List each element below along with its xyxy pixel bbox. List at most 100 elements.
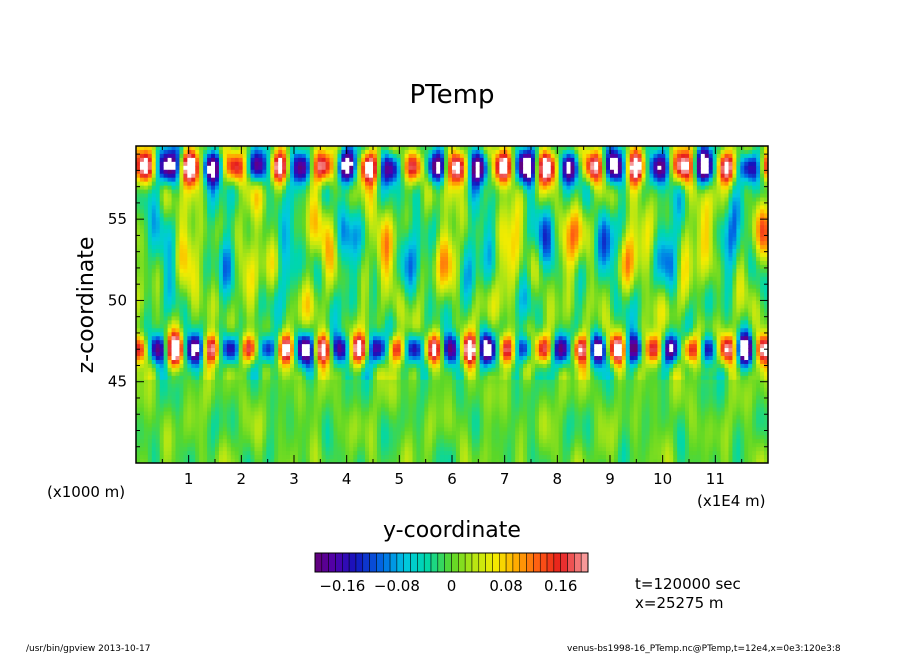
heatmap-cell	[278, 427, 283, 432]
heatmap-cell	[341, 264, 346, 270]
heatmap-cell	[329, 276, 335, 282]
heatmap-cell	[305, 205, 311, 210]
heatmap-cell	[341, 455, 346, 460]
heatmap-cell	[163, 379, 169, 385]
heatmap-cell	[136, 423, 141, 428]
heatmap-cell	[274, 328, 279, 333]
heatmap-cell	[317, 308, 323, 314]
heatmap-cell	[365, 284, 370, 290]
heatmap-cell	[234, 205, 240, 210]
heatmap-cell	[183, 181, 188, 187]
heatmap-cell	[329, 340, 335, 345]
heatmap-cell	[373, 459, 378, 463]
heatmap-cell	[171, 328, 177, 333]
heatmap-cell	[329, 320, 335, 325]
heatmap-cell	[191, 173, 196, 179]
heatmap-cell	[179, 459, 184, 463]
heatmap-cell	[274, 173, 279, 179]
heatmap-cell	[183, 177, 188, 183]
heatmap-cell	[230, 225, 236, 230]
heatmap-cell	[341, 252, 346, 258]
heatmap-cell	[309, 165, 315, 171]
heatmap-cell	[380, 153, 386, 159]
heatmap-cell	[163, 367, 169, 373]
heatmap-cell	[254, 363, 260, 369]
heatmap-cell	[230, 383, 236, 389]
heatmap-cell	[230, 252, 236, 258]
heatmap-cell	[207, 213, 212, 218]
heatmap-cell	[309, 399, 315, 405]
heatmap-cell	[226, 233, 232, 238]
heatmap-cell	[297, 181, 303, 187]
heatmap-cell	[345, 153, 350, 159]
heatmap-cell	[147, 395, 153, 401]
heatmap-cell	[238, 411, 244, 417]
heatmap-cell	[365, 272, 370, 278]
heatmap-cell	[325, 324, 331, 329]
heatmap-cell	[305, 264, 311, 270]
heatmap-cell	[175, 375, 181, 381]
heatmap-cell	[337, 431, 342, 436]
heatmap-cell	[301, 387, 307, 393]
heatmap-cell	[155, 252, 161, 258]
heatmap-cell	[167, 407, 173, 413]
heatmap-cell	[369, 316, 374, 321]
heatmap-cell	[183, 245, 188, 250]
heatmap-cell	[222, 427, 228, 432]
heatmap-cell	[286, 304, 291, 310]
heatmap-cell	[286, 213, 291, 218]
heatmap-cell	[218, 391, 224, 397]
heatmap-cell	[230, 245, 236, 250]
heatmap-cell	[357, 272, 362, 278]
heatmap-cell	[278, 260, 283, 266]
heatmap-cell	[203, 217, 208, 222]
heatmap-cell	[301, 308, 307, 314]
heatmap-cell	[139, 252, 145, 258]
heatmap-cell	[349, 161, 354, 167]
heatmap-cell	[183, 332, 188, 337]
heatmap-cell	[215, 336, 220, 341]
heatmap-cell	[136, 173, 141, 179]
heatmap-cell	[329, 165, 335, 171]
heatmap-cell	[369, 146, 374, 151]
heatmap-cell	[270, 146, 275, 151]
heatmap-cell	[187, 348, 192, 353]
heatmap-cell	[333, 459, 339, 463]
heatmap-cell	[297, 201, 303, 207]
heatmap-cell	[349, 201, 354, 207]
heatmap-cell	[238, 225, 244, 230]
heatmap-cell	[274, 308, 279, 314]
heatmap-cell	[262, 316, 267, 321]
heatmap-cell	[282, 249, 287, 254]
heatmap-cell	[376, 229, 382, 234]
heatmap-cell	[290, 455, 295, 460]
heatmap-cell	[230, 423, 236, 428]
heatmap-cell	[136, 268, 141, 274]
heatmap-cell	[203, 447, 208, 452]
heatmap-cell	[376, 324, 382, 329]
heatmap-cell	[226, 185, 232, 191]
heatmap-cell	[305, 324, 311, 329]
heatmap-cell	[195, 344, 200, 349]
heatmap-cell	[139, 324, 145, 329]
heatmap-cell	[258, 427, 263, 432]
heatmap-cell	[270, 395, 275, 401]
heatmap-cell	[286, 185, 291, 191]
heatmap-cell	[187, 245, 192, 250]
heatmap-cell	[313, 165, 319, 171]
heatmap-cell	[369, 165, 374, 171]
heatmap-cell	[301, 256, 307, 262]
heatmap-cell	[376, 221, 382, 226]
heatmap-cell	[234, 415, 240, 421]
heatmap-cell	[230, 173, 236, 179]
heatmap-cell	[222, 356, 228, 361]
heatmap-cell	[246, 344, 252, 349]
heatmap-cell	[155, 443, 161, 448]
heatmap-cell	[278, 379, 283, 385]
heatmap-cell	[353, 161, 358, 167]
heatmap-cell	[254, 217, 260, 222]
heatmap-cell	[215, 268, 220, 274]
heatmap-cell	[147, 320, 153, 325]
heatmap-cell	[246, 451, 252, 456]
heatmap-cell	[230, 296, 236, 302]
